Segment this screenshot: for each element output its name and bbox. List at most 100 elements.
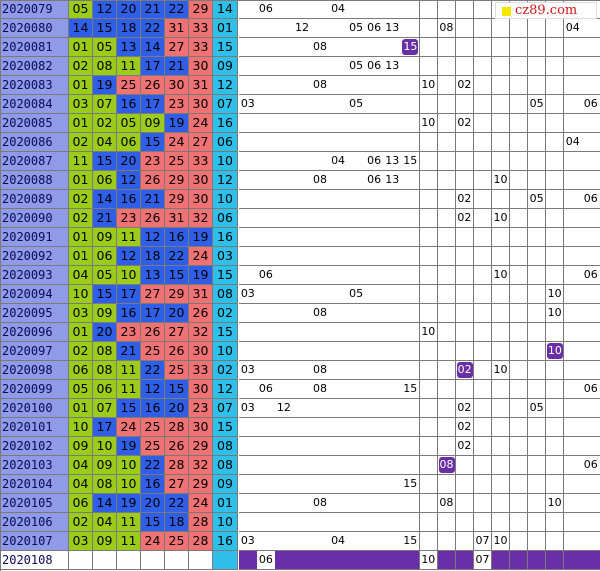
red-ball-cell: 22 xyxy=(141,456,165,475)
red-ball-cell: 11 xyxy=(117,361,141,380)
trend-cell: 02 xyxy=(455,114,475,133)
trend-number: 05 xyxy=(529,192,544,205)
trend-number: 04 xyxy=(565,135,580,148)
trend-cell xyxy=(239,228,258,247)
trend-number: 03 xyxy=(240,401,255,414)
trend-cell xyxy=(473,209,493,228)
red-ball-cell: 12 xyxy=(141,380,165,399)
trend-number: 08 xyxy=(313,306,327,319)
trend-cell xyxy=(455,95,475,114)
trend-cell xyxy=(419,475,439,494)
red-ball-cell: 33 xyxy=(189,361,213,380)
red-ball-cell: 30 xyxy=(189,171,213,190)
trend-cell xyxy=(329,247,348,266)
trend-cell xyxy=(347,209,366,228)
trend-cell xyxy=(419,342,439,361)
trend-cell xyxy=(383,114,403,133)
red-ball-cell: 10 xyxy=(93,437,117,456)
trend-cell xyxy=(509,266,529,285)
trend-cell xyxy=(419,399,439,418)
red-ball-cell: 06 xyxy=(93,247,117,266)
trend-cell: 05 xyxy=(347,57,366,76)
trend-cell xyxy=(293,171,312,190)
red-ball-cell: 33 xyxy=(189,19,213,38)
trend-cell: 05 xyxy=(347,285,366,304)
trend-cell xyxy=(257,171,276,190)
blue-ball-cell: 12 xyxy=(213,171,238,190)
trend-number: 13 xyxy=(385,21,400,34)
red-ball-cell: 14 xyxy=(93,190,117,209)
red-ball-cell: 20 xyxy=(117,152,141,171)
red-ball-cell: 08 xyxy=(93,475,117,494)
trend-cell xyxy=(293,285,312,304)
blue-ball-cell xyxy=(213,551,238,570)
period-cell: 2020108 xyxy=(0,551,69,570)
draw-row: 2020091 01 09 11 12 16 19 16 xyxy=(0,228,600,247)
trend-number: 06 xyxy=(583,192,598,205)
trend-cell xyxy=(491,95,511,114)
red-ball-cell: 28 xyxy=(165,418,189,437)
trend-cell xyxy=(437,76,457,95)
trend-cell xyxy=(347,171,366,190)
trend-cell: 02 xyxy=(455,399,475,418)
red-ball-cell: 26 xyxy=(165,437,189,456)
trend-cell xyxy=(563,513,583,532)
trend-cell: 10 xyxy=(419,114,439,133)
period-cell: 2020102 xyxy=(0,437,69,456)
trend-cell xyxy=(455,285,475,304)
trend-cell xyxy=(365,532,384,551)
blue-ball-cell: 08 xyxy=(213,285,238,304)
trend-cell xyxy=(311,551,330,570)
trend-cell xyxy=(329,76,348,95)
trend-cell xyxy=(365,399,384,418)
trend-cell xyxy=(365,0,384,19)
red-ball-cell: 15 xyxy=(93,152,117,171)
red-ball-cell: 06 xyxy=(69,494,93,513)
trend-number: 07 xyxy=(475,553,490,566)
trend-cell xyxy=(455,342,475,361)
trend-cell xyxy=(347,38,366,57)
red-ball-cell: 29 xyxy=(189,437,213,456)
trend-number: 10 xyxy=(493,211,508,224)
trend-cell xyxy=(473,228,493,247)
trend-cell xyxy=(527,361,547,380)
trend-cell: 08 xyxy=(311,380,330,399)
red-ball-cell: 15 xyxy=(141,133,165,152)
trend-cell xyxy=(455,456,475,475)
trend-cell xyxy=(563,114,583,133)
trend-cell xyxy=(275,266,294,285)
red-ball-cell: 14 xyxy=(141,38,165,57)
trend-cell xyxy=(257,114,276,133)
period-cell: 2020085 xyxy=(0,114,69,133)
trend-cell xyxy=(311,456,330,475)
trend-cell xyxy=(509,380,529,399)
trend-cell: 08 xyxy=(311,38,330,57)
trend-cell: 15 xyxy=(401,38,421,57)
trend-cell xyxy=(257,76,276,95)
trend-cell xyxy=(401,342,421,361)
trend-cell xyxy=(311,114,330,133)
trend-number: 06 xyxy=(367,21,382,34)
red-ball-cell: 29 xyxy=(165,190,189,209)
trend-cell: 13 xyxy=(383,171,403,190)
trend-cell xyxy=(293,0,312,19)
trend-number: 03 xyxy=(240,363,255,376)
draw-row: 2020105 06 14 19 20 22 24 01 08 08 10 xyxy=(0,494,600,513)
red-ball-cell: 11 xyxy=(117,380,141,399)
trend-cell xyxy=(239,152,258,171)
trend-cell xyxy=(365,342,384,361)
trend-cell xyxy=(365,209,384,228)
trend-cell: 06 xyxy=(581,380,600,399)
trend-cell xyxy=(257,152,276,171)
red-ball-cell: 09 xyxy=(141,114,165,133)
trend-cell xyxy=(293,114,312,133)
draw-row: 2020087 11 15 20 23 25 33 10 04 06 13 15 xyxy=(0,152,600,171)
trend-cell xyxy=(509,551,529,570)
red-ball-cell: 32 xyxy=(189,323,213,342)
trend-cell: 08 xyxy=(311,76,330,95)
trend-cell xyxy=(563,228,583,247)
trend-number: 06 xyxy=(367,173,382,186)
blue-ball-cell: 12 xyxy=(213,76,238,95)
trend-cell xyxy=(437,475,457,494)
trend-number: 06 xyxy=(583,458,598,471)
